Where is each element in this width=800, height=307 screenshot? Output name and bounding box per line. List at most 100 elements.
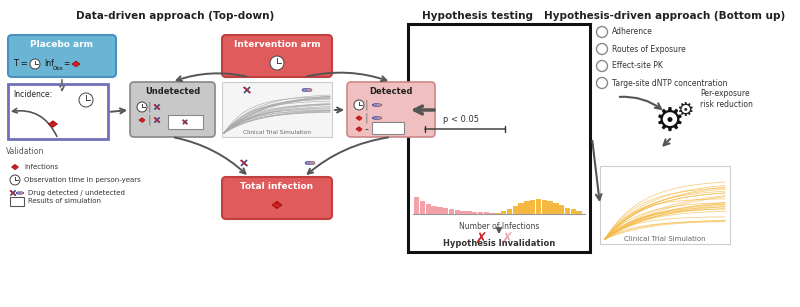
Text: T =: T = [13, 60, 28, 68]
Bar [431, 206, 437, 214]
Bar [461, 211, 466, 214]
Text: Results of simulation: Results of simulation [28, 198, 101, 204]
Polygon shape [53, 121, 58, 127]
Bar [420, 201, 425, 214]
Bar [478, 212, 483, 214]
Circle shape [597, 77, 607, 88]
FancyBboxPatch shape [307, 88, 312, 91]
Bar [449, 209, 454, 214]
Polygon shape [356, 116, 359, 120]
Text: Drug detected / undetected: Drug detected / undetected [28, 190, 125, 196]
Bar [524, 201, 530, 214]
Polygon shape [11, 165, 15, 169]
Bar [8, 84, 108, 139]
Bar [518, 204, 524, 214]
Circle shape [270, 56, 284, 70]
Text: Number of Infections: Number of Infections [459, 222, 539, 231]
Polygon shape [277, 201, 282, 208]
Circle shape [30, 59, 40, 69]
Text: ✗: ✗ [501, 232, 514, 247]
Bar [414, 197, 419, 214]
Text: |: | [364, 113, 368, 123]
Text: Obs: Obs [53, 65, 64, 71]
Circle shape [354, 100, 364, 110]
FancyBboxPatch shape [222, 35, 332, 77]
Text: Clinical Trial Simulation: Clinical Trial Simulation [243, 130, 311, 135]
FancyBboxPatch shape [222, 177, 332, 219]
Bar [495, 213, 501, 214]
Bar [536, 199, 541, 214]
Bar [559, 205, 564, 214]
Bar [372, 122, 404, 134]
Polygon shape [359, 116, 362, 120]
Text: ⚙: ⚙ [676, 102, 694, 121]
Text: Undetected: Undetected [145, 87, 200, 96]
Text: Hypothesis Invalidation: Hypothesis Invalidation [443, 239, 555, 248]
Text: Adherence: Adherence [612, 28, 653, 37]
Circle shape [597, 44, 607, 55]
FancyBboxPatch shape [306, 161, 315, 165]
Bar [10, 197, 24, 206]
Text: Intervention arm: Intervention arm [234, 40, 320, 49]
Text: Infections: Infections [24, 164, 58, 170]
Circle shape [10, 175, 20, 185]
Polygon shape [76, 61, 80, 67]
FancyBboxPatch shape [130, 82, 215, 137]
Text: Data-driven approach (Top-down): Data-driven approach (Top-down) [76, 11, 274, 21]
Bar [570, 209, 576, 214]
FancyBboxPatch shape [377, 117, 381, 119]
Text: |: | [147, 102, 151, 112]
Polygon shape [49, 121, 53, 127]
Bar [554, 203, 558, 214]
Bar [490, 213, 494, 214]
Text: Detected: Detected [370, 87, 413, 96]
Polygon shape [142, 118, 145, 122]
Bar [426, 204, 431, 214]
Text: ⚙: ⚙ [655, 104, 685, 138]
Bar [483, 212, 489, 214]
Bar [507, 209, 512, 214]
Bar [513, 206, 518, 214]
Text: Targe-site dNTP concentration: Targe-site dNTP concentration [612, 79, 727, 87]
Polygon shape [356, 127, 359, 131]
Text: |: | [364, 100, 368, 110]
Text: =: = [63, 60, 70, 68]
Circle shape [597, 60, 607, 72]
Text: Placebo arm: Placebo arm [30, 40, 94, 49]
FancyBboxPatch shape [310, 161, 315, 165]
Text: Inf: Inf [44, 60, 54, 68]
Bar [565, 208, 570, 214]
Polygon shape [72, 61, 76, 67]
Bar [454, 210, 460, 214]
Circle shape [597, 26, 607, 37]
Text: Observation time in person-years: Observation time in person-years [24, 177, 141, 183]
Text: Incidence:: Incidence: [13, 90, 52, 99]
Text: Hypothesis-driven approach (Bottom up): Hypothesis-driven approach (Bottom up) [544, 11, 786, 21]
Text: |: | [147, 115, 151, 125]
FancyBboxPatch shape [302, 88, 312, 91]
Text: Per-exposure
risk reduction: Per-exposure risk reduction [700, 89, 753, 109]
FancyBboxPatch shape [373, 103, 381, 107]
Bar [542, 200, 547, 214]
Bar [437, 207, 442, 214]
FancyBboxPatch shape [377, 103, 381, 107]
Polygon shape [139, 118, 142, 122]
FancyBboxPatch shape [347, 82, 435, 137]
Bar [600, 166, 730, 244]
Text: Total infection: Total infection [241, 182, 314, 191]
Text: Effect-site PK: Effect-site PK [612, 61, 663, 71]
Text: Validation: Validation [6, 147, 44, 156]
FancyBboxPatch shape [8, 35, 116, 77]
Bar [408, 24, 590, 252]
Bar [547, 201, 553, 214]
Bar [222, 82, 332, 137]
FancyBboxPatch shape [20, 192, 24, 194]
Circle shape [137, 102, 147, 112]
FancyBboxPatch shape [16, 192, 24, 194]
FancyBboxPatch shape [373, 117, 381, 119]
Text: p < 0.05: p < 0.05 [443, 115, 479, 124]
Bar [530, 200, 535, 214]
Polygon shape [359, 127, 362, 131]
Bar [466, 211, 471, 214]
Bar [168, 115, 203, 129]
